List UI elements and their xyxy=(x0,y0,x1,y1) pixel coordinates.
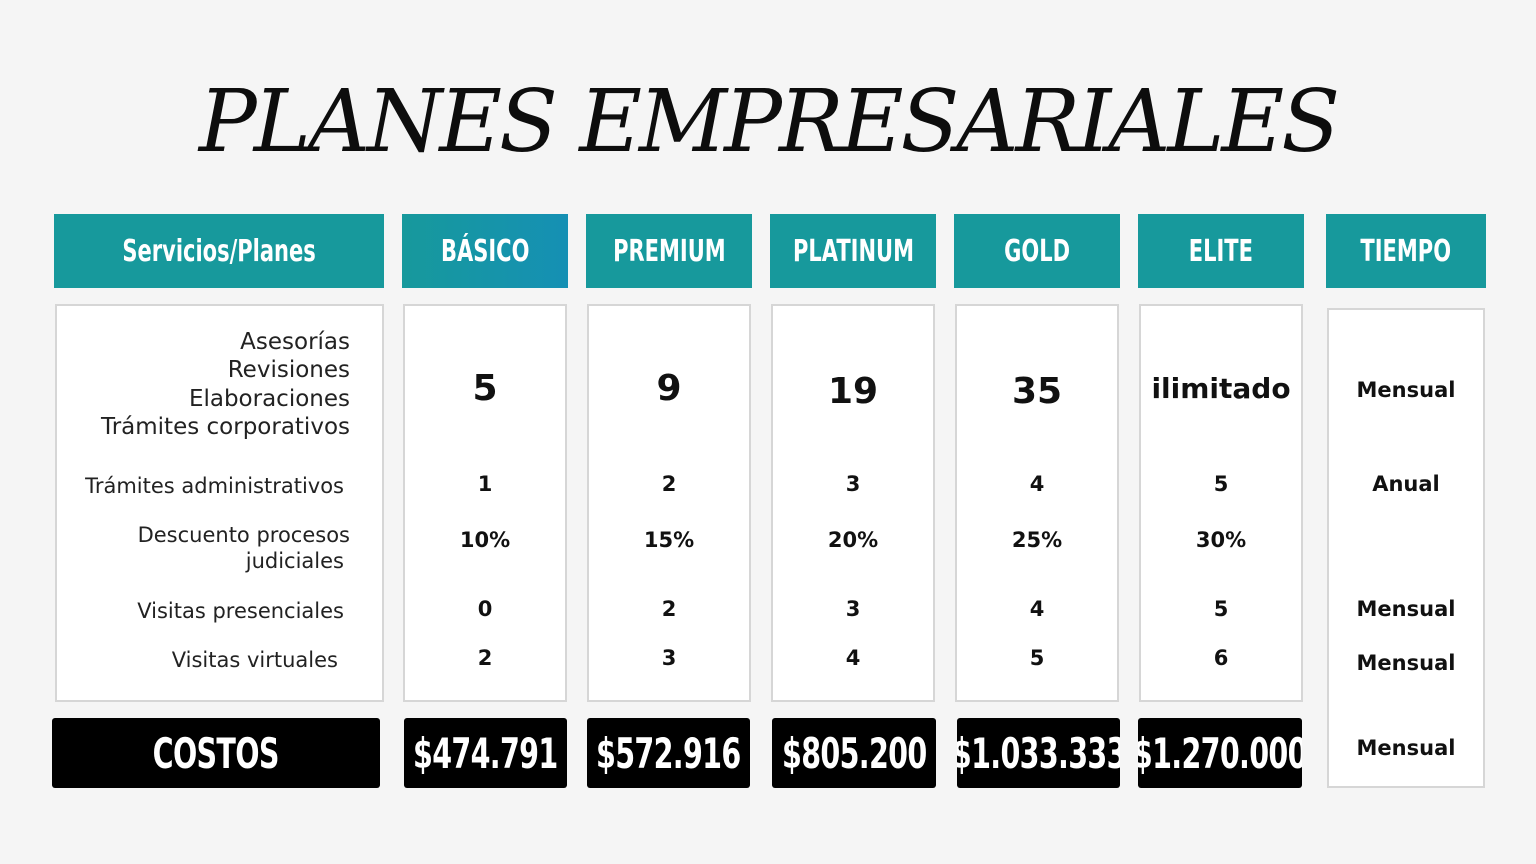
basico-admin-value: 1 xyxy=(477,472,493,496)
header-basico-label: BÁSICO xyxy=(440,233,530,269)
service-visitas-presenciales: Visitas presenciales xyxy=(137,599,344,623)
premium-descuento-value: 15% xyxy=(643,528,695,552)
plan-box-platinum: 19 3 20% 3 4 xyxy=(771,304,935,702)
plan-box-gold: 35 4 25% 4 5 xyxy=(955,304,1119,702)
premium-virtuales-value: 3 xyxy=(661,646,677,670)
header-gold: GOLD xyxy=(954,214,1120,288)
header-basico: BÁSICO xyxy=(402,214,568,288)
basico-presenciales-value: 0 xyxy=(477,597,493,621)
service-descuento-line2: judiciales xyxy=(245,549,344,573)
service-tramites-corporativos: Trámites corporativos xyxy=(101,414,350,440)
cost-elite-value: $1.270.000 xyxy=(1138,728,1302,778)
elite-admin-value: 5 xyxy=(1213,472,1229,496)
service-asesorias: Asesorías xyxy=(240,329,350,355)
cost-basico-value: $474.791 xyxy=(413,728,558,778)
header-platinum-label: PLATINUM xyxy=(792,233,914,269)
platinum-descuento-value: 20% xyxy=(827,528,879,552)
platinum-admin-value: 3 xyxy=(845,472,861,496)
tiempo-presenciales-value: Mensual xyxy=(1356,597,1456,621)
header-platinum: PLATINUM xyxy=(770,214,936,288)
platinum-virtuales-value: 4 xyxy=(845,646,861,670)
elite-descuento-value: 30% xyxy=(1195,528,1247,552)
gold-presenciales-value: 4 xyxy=(1029,597,1045,621)
platinum-main-value: 19 xyxy=(827,371,879,412)
tiempo-virtuales-value: Mensual xyxy=(1356,651,1456,675)
basico-main-value: 5 xyxy=(472,368,498,409)
gold-virtuales-value: 5 xyxy=(1029,646,1045,670)
tiempo-main-value: Mensual xyxy=(1356,378,1456,402)
elite-main-value: ilimitado xyxy=(1151,372,1291,405)
service-tramites-administrativos: Trámites administrativos xyxy=(85,474,344,498)
header-elite: ELITE xyxy=(1138,214,1304,288)
tiempo-box: Mensual Anual Mensual Mensual Mensual xyxy=(1327,308,1485,788)
plan-box-basico: 5 1 10% 0 2 xyxy=(403,304,567,702)
elite-virtuales-value: 6 xyxy=(1213,646,1229,670)
gold-descuento-value: 25% xyxy=(1011,528,1063,552)
service-visitas-virtuales: Visitas virtuales xyxy=(171,648,338,672)
cost-gold-value: $1.033.333 xyxy=(957,728,1120,778)
cost-basico: $474.791 xyxy=(404,718,567,788)
cost-premium: $572.916 xyxy=(587,718,750,788)
premium-main-value: 9 xyxy=(656,368,682,409)
elite-presenciales-value: 5 xyxy=(1213,597,1229,621)
cost-gold: $1.033.333 xyxy=(957,718,1120,788)
gold-main-value: 35 xyxy=(1011,371,1063,412)
premium-admin-value: 2 xyxy=(661,472,677,496)
header-services-plans: Servicios/Planes xyxy=(54,214,384,288)
platinum-presenciales-value: 3 xyxy=(845,597,861,621)
costs-label-bar: COSTOS xyxy=(52,718,380,788)
plan-box-premium: 9 2 15% 2 3 xyxy=(587,304,751,702)
basico-virtuales-value: 2 xyxy=(477,646,493,670)
cost-elite: $1.270.000 xyxy=(1138,718,1302,788)
tiempo-admin-value: Anual xyxy=(1372,472,1440,496)
cost-platinum: $805.200 xyxy=(772,718,936,788)
header-premium-label: PREMIUM xyxy=(612,233,726,269)
header-gold-label: GOLD xyxy=(1004,233,1070,269)
header-services-plans-label: Servicios/Planes xyxy=(122,233,316,269)
cost-platinum-value: $805.200 xyxy=(781,728,927,778)
header-tiempo-label: TIEMPO xyxy=(1360,233,1452,269)
costs-label: COSTOS xyxy=(152,728,280,778)
tiempo-cost-value: Mensual xyxy=(1356,736,1456,760)
header-premium: PREMIUM xyxy=(586,214,752,288)
gold-admin-value: 4 xyxy=(1029,472,1045,496)
cost-premium-value: $572.916 xyxy=(596,728,741,778)
services-box: Asesorías Revisiones Elaboraciones Trámi… xyxy=(55,304,384,702)
service-revisiones: Revisiones xyxy=(227,357,350,383)
service-elaboraciones: Elaboraciones xyxy=(188,386,350,412)
service-descuento-line1: Descuento procesos xyxy=(137,523,350,547)
basico-descuento-value: 10% xyxy=(459,528,511,552)
plan-box-elite: ilimitado 5 30% 5 6 xyxy=(1139,304,1303,702)
header-tiempo: TIEMPO xyxy=(1326,214,1486,288)
premium-presenciales-value: 2 xyxy=(661,597,677,621)
header-elite-label: ELITE xyxy=(1188,233,1254,269)
page-title: PLANES EMPRESARIALES xyxy=(198,72,1340,172)
